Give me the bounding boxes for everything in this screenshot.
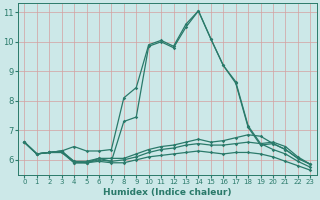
X-axis label: Humidex (Indice chaleur): Humidex (Indice chaleur) [103,188,232,197]
